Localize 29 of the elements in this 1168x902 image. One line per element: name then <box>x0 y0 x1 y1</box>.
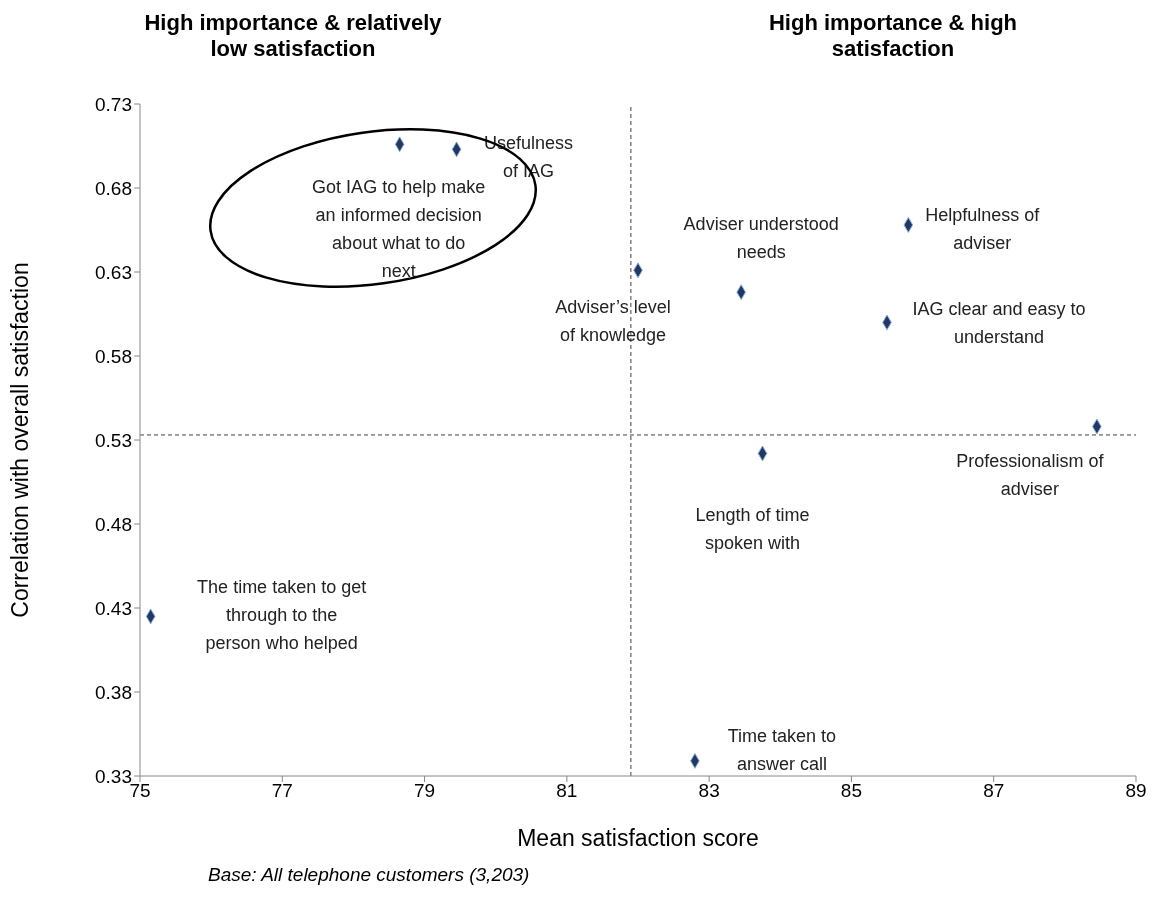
y-tick-label: 0.53 <box>95 429 132 451</box>
text: Base: All telephone customers (3,203) <box>208 864 530 886</box>
y-tick-label: 0.48 <box>95 513 132 535</box>
x-tick-label: 81 <box>556 780 578 802</box>
y-tick-label: 0.63 <box>95 261 132 283</box>
y-tick-label: 0.68 <box>95 177 132 199</box>
annotation: The time taken to get through to the person who helped <box>197 577 367 654</box>
y-tick-label: 0.58 <box>95 345 132 367</box>
annotation: Got IAG to help make an informed decision about what to do next <box>312 177 486 282</box>
annotation: Helpfulness of adviser <box>925 204 1041 253</box>
annotation: Adviser’s level of knowledge <box>555 297 671 346</box>
y-axis-title: Correlation with overall satisfaction <box>7 262 34 618</box>
annotation: IAG clear and easy to understand <box>912 299 1086 348</box>
x-axis-title: Mean satisfaction score <box>517 825 759 851</box>
x-tick-label: 79 <box>414 780 436 802</box>
text: High importance & high satisfaction <box>767 10 1019 62</box>
x-tick-label: 85 <box>840 780 862 802</box>
x-tick-label: 83 <box>698 780 720 802</box>
x-tick-label: 89 <box>1125 780 1147 802</box>
text: High importance & relatively low satisfaction <box>143 10 443 62</box>
x-tick-label: 87 <box>983 780 1005 802</box>
annotation: Adviser understood needs <box>683 214 839 263</box>
annotation: Professionalism of adviser <box>956 450 1105 499</box>
annotation: Time taken to answer call <box>727 725 837 774</box>
y-tick-label: 0.73 <box>95 93 132 115</box>
annotation: Length of time spoken with <box>695 505 810 554</box>
y-tick-label: 0.38 <box>95 681 132 703</box>
x-tick-label: 77 <box>271 780 293 802</box>
y-tick-label: 0.43 <box>95 597 132 619</box>
